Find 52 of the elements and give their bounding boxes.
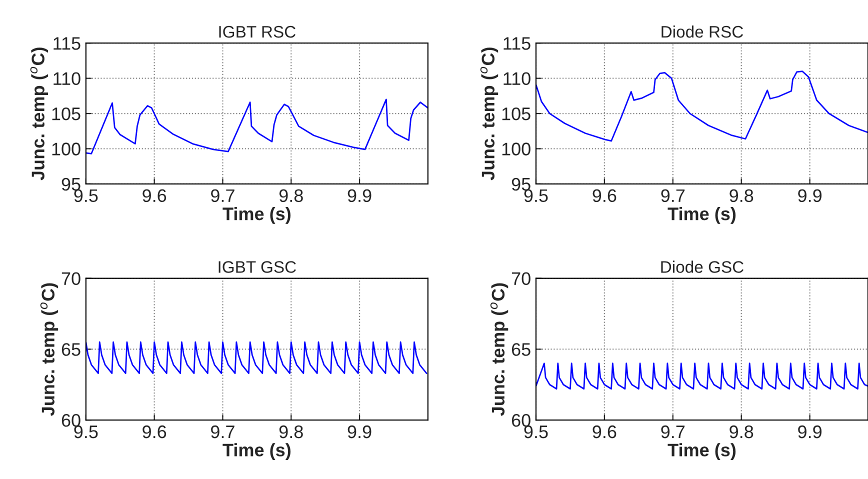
x-tick-label: 9.9	[798, 189, 822, 202]
x-tick-label: 9.9	[348, 425, 372, 438]
x-axis-title: Time (s)	[222, 207, 290, 224]
line-series	[86, 98, 428, 154]
y-tick-label: 100	[52, 142, 80, 156]
x-tick-label: 9.6	[592, 189, 616, 202]
x-tick-label: 9.6	[592, 425, 616, 438]
x-tick-label: 9.5	[524, 189, 548, 202]
y-tick-label: 115	[54, 37, 80, 50]
x-axis-title: Time (s)	[668, 207, 736, 224]
y-tick-label: 65	[62, 343, 80, 356]
x-tick-label: 9.5	[524, 425, 548, 438]
x-tick-label: 9.9	[348, 189, 372, 202]
line-series	[536, 362, 868, 390]
y-axis-title: Junc. temp ($^{o}$C)	[480, 48, 498, 180]
x-tick-label: 9.5	[74, 425, 98, 438]
x-tick-label: 9.8	[730, 425, 754, 438]
y-tick-label: 115	[504, 37, 530, 50]
x-axis-title: Time (s)	[222, 443, 290, 460]
x-tick-label: 9.7	[661, 425, 685, 438]
y-tick-label: 70	[512, 272, 530, 286]
line-series	[536, 70, 868, 142]
y-tick-label: 105	[502, 107, 530, 120]
x-tick-label: 9.8	[279, 425, 303, 438]
chart-title: Diode GSC	[661, 260, 744, 273]
y-tick-label: 95	[512, 178, 530, 191]
y-axis-title: Junc. temp ($^{o}$C)	[30, 48, 48, 180]
y-tick-label: 95	[62, 178, 80, 191]
x-tick-label: 9.9	[798, 425, 822, 438]
chart-title: IGBT RSC	[219, 26, 296, 38]
chart-title: IGBT GSC	[218, 261, 296, 273]
x-tick-label: 9.6	[142, 425, 166, 438]
y-tick-label: 110	[54, 72, 80, 86]
x-tick-label: 9.8	[730, 189, 754, 202]
line-series	[86, 341, 428, 374]
y-axis-title: Junc. temp ($^{o}$C)	[40, 283, 58, 416]
y-tick-label: 70	[62, 272, 80, 286]
chart-title: Diode RSC	[662, 25, 744, 38]
x-axis-title: Time (s)	[668, 443, 736, 460]
y-tick-label: 105	[52, 107, 80, 120]
x-tick-label: 9.7	[661, 189, 685, 202]
y-axis-title: Junc. temp ($^{o}$C)	[490, 283, 508, 416]
x-tick-label: 9.7	[211, 189, 234, 202]
x-tick-label: 9.5	[74, 189, 98, 202]
y-tick-label: 100	[502, 142, 530, 156]
y-tick-label: 60	[62, 414, 80, 427]
y-tick-label: 110	[504, 72, 530, 86]
y-tick-label: 60	[512, 414, 530, 427]
x-tick-label: 9.6	[142, 189, 166, 202]
x-tick-label: 9.7	[211, 425, 234, 438]
y-tick-label: 65	[512, 343, 530, 356]
x-tick-label: 9.8	[279, 189, 303, 202]
